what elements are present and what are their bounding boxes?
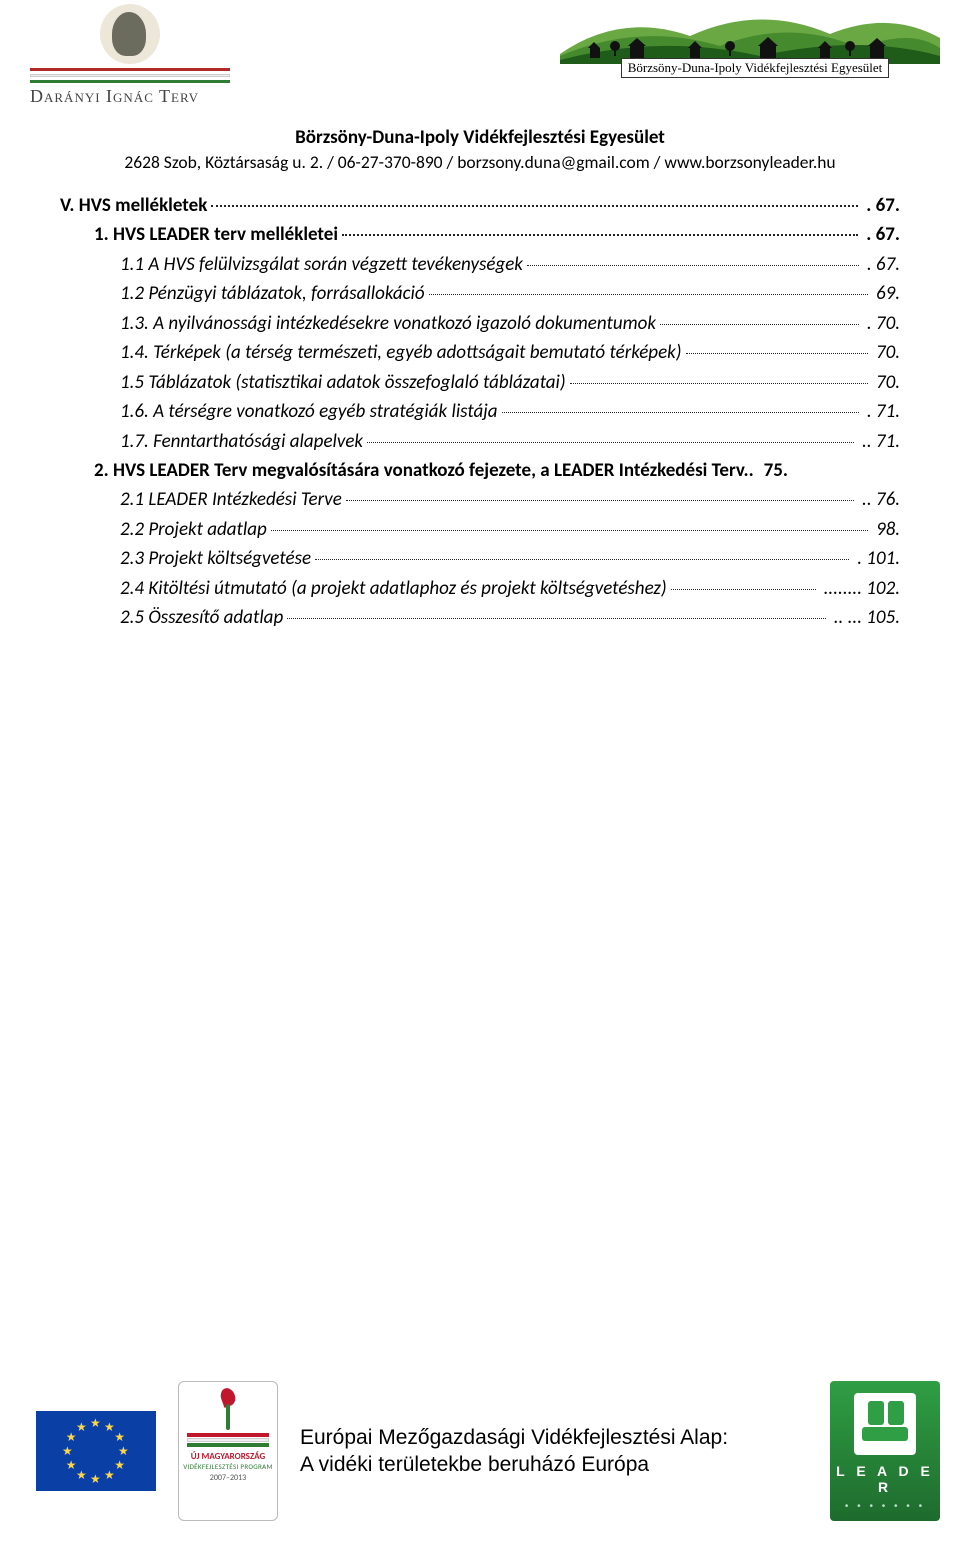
footer-text-line1: Európai Mezőgazdasági Vidékfejlesztési A… <box>300 1424 808 1451</box>
toc-label: 1.3. A nyilvánossági intézkedésekre vona… <box>120 309 656 338</box>
toc-row: 2.4 Kitöltési útmutató (a projekt adatla… <box>60 574 900 603</box>
tulip-icon <box>213 1388 243 1432</box>
umvp-logo: ÚJ MAGYARORSZÁG VIDÉKFEJLESZTÉSI PROGRAM… <box>178 1381 278 1521</box>
toc-row: 1.7. Fenntarthatósági alapelvek .. 71. <box>60 427 900 456</box>
toc-page: . 101. <box>853 544 900 573</box>
toc-leader <box>671 589 816 590</box>
daranyi-portrait-icon <box>100 4 160 64</box>
eu-star-icon: ★ <box>76 1420 87 1435</box>
toc-label: 1.2 Pénzügyi táblázatok, forrásallokáció <box>120 279 425 308</box>
toc-page: .. 71. <box>858 427 900 456</box>
table-of-contents: V. HVS mellékletek. 67.1. HVS LEADER ter… <box>60 191 900 633</box>
toc-leader <box>342 234 858 236</box>
eu-star-icon: ★ <box>114 1430 125 1445</box>
toc-row: 1.2 Pénzügyi táblázatok, forrásallokáció… <box>60 279 900 308</box>
toc-page: . 67. <box>862 220 900 249</box>
toc-leader <box>271 530 868 531</box>
toc-label: 1.5 Táblázatok (statisztikai adatok össz… <box>120 368 566 397</box>
toc-leader <box>527 265 859 266</box>
toc-page: . 67. <box>862 191 900 220</box>
toc-page: . 70. <box>863 309 900 338</box>
daranyi-logo: Darányi Ignác Terv <box>30 4 290 107</box>
eu-star-icon: ★ <box>104 1420 115 1435</box>
toc-row: 2.5 Összesítő adatlap .. ... 105. <box>60 603 900 632</box>
eu-star-icon: ★ <box>66 1458 77 1473</box>
toc-row: 2.2 Projekt adatlap 98. <box>60 515 900 544</box>
hills-icon <box>560 4 940 64</box>
toc-row: 1.5 Táblázatok (statisztikai adatok össz… <box>60 368 900 397</box>
toc-leader <box>367 442 854 443</box>
toc-leader <box>211 205 858 207</box>
eu-star-icon: ★ <box>76 1468 87 1483</box>
toc-page: ........ 102. <box>820 574 900 603</box>
eu-star-icon: ★ <box>118 1444 129 1459</box>
eu-star-icon: ★ <box>66 1430 77 1445</box>
toc-leader <box>570 383 868 384</box>
umvp-subtitle: VIDÉKFEJLESZTÉSI PROGRAM <box>179 1462 277 1471</box>
hungarian-tricolor-icon <box>30 68 290 83</box>
eu-star-icon: ★ <box>90 1472 101 1487</box>
toc-label: 2.5 Összesítő adatlap <box>120 603 283 632</box>
toc-label: 2.4 Kitöltési útmutató (a projekt adatla… <box>120 574 667 603</box>
toc-label: 2.3 Projekt költségvetése <box>120 544 311 573</box>
toc-row: 1.1 A HVS felülvizsgálat során végzett t… <box>60 250 900 279</box>
umvp-title: ÚJ MAGYARORSZÁG <box>179 1451 277 1462</box>
toc-leader <box>660 324 859 325</box>
toc-leader <box>315 559 849 560</box>
toc-row: 1.3. A nyilvánossági intézkedésekre vona… <box>60 309 900 338</box>
eu-star-icon: ★ <box>62 1444 73 1459</box>
toc-row: 2.3 Projekt költségvetése . 101. <box>60 544 900 573</box>
org-contact: 2628 Szob, Köztársaság u. 2. / 06-27-370… <box>0 151 960 173</box>
toc-page: 70. <box>872 338 900 367</box>
toc-label: 2. HVS LEADER Terv megvalósítására vonat… <box>94 456 754 485</box>
toc-label: 1.1 A HVS felülvizsgálat során végzett t… <box>120 250 523 279</box>
umvp-years: 2007–2013 <box>179 1473 277 1483</box>
toc-page: 70. <box>872 368 900 397</box>
toc-leader <box>287 618 826 619</box>
eu-star-icon: ★ <box>90 1416 101 1431</box>
toc-row: 2. HVS LEADER Terv megvalósítására vonat… <box>60 456 900 485</box>
toc-page: . 71. <box>863 397 900 426</box>
toc-label: V. HVS mellékletek <box>60 191 207 220</box>
toc-label: 1. HVS LEADER terv mellékletei <box>94 220 338 249</box>
leader-badge: L E A D E R • • • • • • • <box>830 1381 940 1521</box>
toc-label: 1.6. A térségre vonatkozó egyéb stratégi… <box>120 397 498 426</box>
leader-dots-icon: • • • • • • • <box>830 1501 940 1512</box>
eu-star-icon: ★ <box>104 1468 115 1483</box>
toc-label: 2.1 LEADER Intézkedési Terve <box>120 485 342 514</box>
toc-row: 1.4. Térképek (a térség természeti, egyé… <box>60 338 900 367</box>
toc-row: 2.1 LEADER Intézkedési Terve .. 76. <box>60 485 900 514</box>
toc-page: . 67. <box>863 250 900 279</box>
toc-label: 1.4. Térképek (a térség természeti, egyé… <box>120 338 682 367</box>
eu-flag-icon: ★★★★★★★★★★★★ <box>36 1411 156 1491</box>
bdi-banner-text: Börzsöny-Duna-Ipoly Vidékfejlesztési Egy… <box>621 58 890 78</box>
toc-page: 98. <box>872 515 900 544</box>
page-header: Darányi Ignác Terv <box>0 0 960 120</box>
eu-star-icon: ★ <box>114 1458 125 1473</box>
footer-text: Európai Mezőgazdasági Vidékfejlesztési A… <box>300 1424 808 1479</box>
toc-page: .. 76. <box>858 485 900 514</box>
toc-leader <box>686 353 868 354</box>
daranyi-logo-text: Darányi Ignác Terv <box>30 86 290 107</box>
toc-label: 2.2 Projekt adatlap <box>120 515 267 544</box>
bdi-logo: Börzsöny-Duna-Ipoly Vidékfejlesztési Egy… <box>560 4 950 84</box>
toc-page: .. ... 105. <box>830 603 900 632</box>
toc-row: 1.6. A térségre vonatkozó egyéb stratégi… <box>60 397 900 426</box>
leader-badge-label: L E A D E R <box>830 1463 940 1495</box>
toc-leader <box>429 294 868 295</box>
toc-page: 69. <box>872 279 900 308</box>
toc-page: 75. <box>760 456 788 485</box>
toc-row: 1. HVS LEADER terv mellékletei . 67. <box>60 220 900 249</box>
page-footer: ★★★★★★★★★★★★ ÚJ MAGYARORSZÁG VIDÉKFEJLES… <box>0 1374 960 1542</box>
toc-label: 1.7. Fenntarthatósági alapelvek <box>120 427 363 456</box>
org-title: Börzsöny-Duna-Ipoly Vidékfejlesztési Egy… <box>0 126 960 149</box>
leader-badge-icon <box>854 1393 916 1455</box>
toc-leader <box>346 500 854 501</box>
toc-row: V. HVS mellékletek . 67. <box>60 191 900 220</box>
toc-leader <box>502 412 859 413</box>
footer-text-line2: A vidéki területekbe beruházó Európa <box>300 1451 808 1478</box>
